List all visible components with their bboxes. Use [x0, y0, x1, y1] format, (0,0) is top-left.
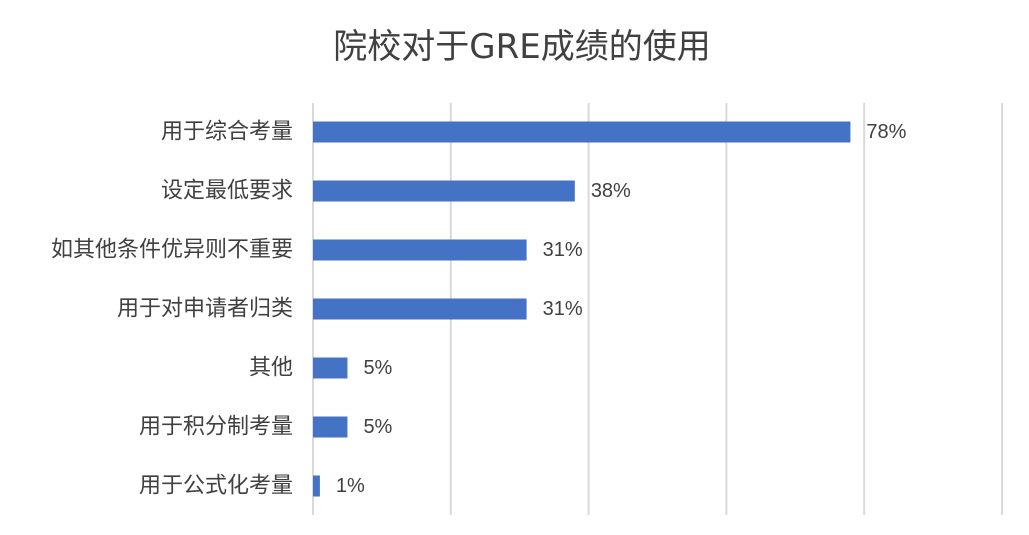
- category-labels: 用于综合考量设定最低要求如其他条件优异则不重要用于对申请者归类其他用于积分制考量…: [51, 120, 293, 499]
- value-label: 1%: [336, 475, 365, 497]
- category-label: 用于公式化考量: [139, 474, 293, 499]
- gridlines: [312, 103, 1003, 515]
- value-labels: 78% 38% 31% 31% 5% 5% 1%: [336, 121, 907, 497]
- bar: [313, 180, 575, 202]
- category-label: 其他: [249, 356, 293, 381]
- category-label: 用于综合考量: [161, 120, 293, 145]
- bar: [313, 121, 851, 143]
- category-label: 用于积分制考量: [139, 415, 293, 440]
- value-label: 38%: [591, 180, 631, 202]
- value-label: 5%: [363, 416, 392, 438]
- value-label: 5%: [363, 357, 392, 379]
- category-label: 如其他条件优异则不重要: [51, 238, 293, 263]
- bar: [313, 416, 348, 438]
- value-label: 31%: [543, 239, 583, 261]
- bars: [313, 121, 851, 497]
- bar: [313, 475, 320, 497]
- category-label: 用于对申请者归类: [117, 297, 293, 322]
- bar: [313, 357, 348, 379]
- chart-title: 院校对于GRE成绩的使用: [333, 27, 710, 67]
- value-label: 78%: [866, 121, 906, 143]
- category-label: 设定最低要求: [161, 179, 293, 204]
- bar: [313, 239, 527, 261]
- value-label: 31%: [543, 298, 583, 320]
- bar: [313, 298, 527, 320]
